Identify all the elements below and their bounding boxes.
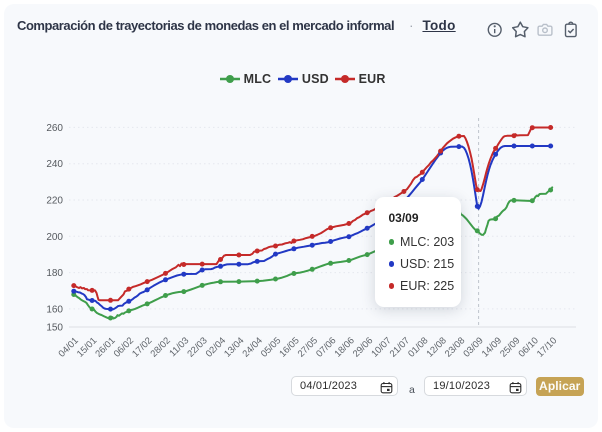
svg-text:22/03: 22/03: [185, 335, 209, 359]
svg-text:01/08: 01/08: [405, 335, 429, 359]
svg-text:16/05: 16/05: [277, 335, 301, 359]
svg-text:17/10: 17/10: [534, 335, 558, 359]
svg-text:13/04: 13/04: [221, 335, 245, 359]
svg-text:06/02: 06/02: [111, 335, 135, 359]
svg-text:180: 180: [46, 268, 63, 279]
svg-text:220: 220: [46, 196, 63, 207]
svg-text:28/02: 28/02: [148, 335, 172, 359]
svg-text:04/01: 04/01: [56, 335, 80, 359]
svg-text:02/04: 02/04: [203, 335, 227, 359]
svg-text:03/09: 03/09: [461, 335, 485, 359]
svg-text:15/01: 15/01: [74, 335, 98, 359]
svg-text:07/06: 07/06: [313, 335, 337, 359]
svg-text:25/09: 25/09: [497, 335, 521, 359]
svg-text:21/07: 21/07: [387, 335, 411, 359]
svg-text:23/08: 23/08: [442, 335, 466, 359]
svg-text:10/07: 10/07: [369, 335, 393, 359]
svg-text:200: 200: [46, 232, 63, 243]
svg-text:27/05: 27/05: [295, 335, 319, 359]
svg-text:240: 240: [46, 159, 63, 170]
svg-text:29/06: 29/06: [350, 335, 374, 359]
svg-text:12/08: 12/08: [424, 335, 448, 359]
svg-text:24/04: 24/04: [240, 335, 264, 359]
svg-text:14/09: 14/09: [479, 335, 503, 359]
svg-text:150: 150: [46, 323, 63, 334]
svg-text:05/05: 05/05: [258, 335, 282, 359]
svg-text:18/06: 18/06: [332, 335, 356, 359]
svg-text:260: 260: [46, 123, 63, 134]
svg-text:26/01: 26/01: [93, 335, 117, 359]
svg-text:160: 160: [46, 304, 63, 315]
svg-text:17/02: 17/02: [129, 335, 153, 359]
svg-text:06/10: 06/10: [516, 335, 540, 359]
